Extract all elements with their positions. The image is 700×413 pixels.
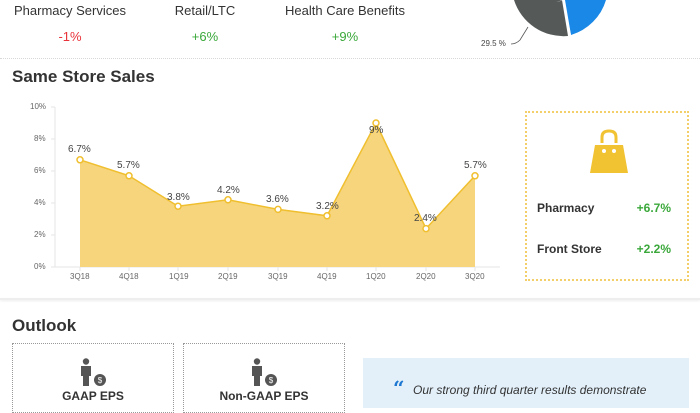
point-label: 5.7% — [117, 160, 140, 171]
data-point — [125, 172, 133, 180]
point-label: 2.4% — [414, 213, 437, 224]
area-fill — [80, 123, 475, 267]
donut-slice-dark — [514, 0, 568, 37]
x-tick: 4Q19 — [317, 272, 337, 281]
donut-slice-label: 29.5 % — [481, 39, 506, 48]
point-label: 3.6% — [266, 194, 289, 205]
point-label: 3.2% — [316, 201, 339, 212]
svg-text:$: $ — [269, 376, 274, 385]
section-divider — [0, 298, 700, 300]
data-point — [76, 156, 84, 164]
segment-value: +9% — [331, 29, 359, 44]
divider — [0, 58, 700, 59]
segment-label: Retail/LTC — [174, 3, 236, 18]
data-point — [471, 172, 479, 180]
data-point — [422, 224, 430, 233]
kpi-value: +6.7% — [636, 201, 671, 215]
point-label: 5.7% — [464, 160, 487, 171]
quote-text: Our strong third quarter results demonst… — [413, 383, 647, 397]
outlook-card-gaap-eps: $ GAAP EPS — [12, 343, 174, 413]
card-title: Non-GAAP EPS — [219, 389, 309, 403]
point-label: 6.7% — [68, 144, 91, 155]
outlook-card-non-gaap-eps: $ Non-GAAP EPS — [183, 343, 345, 413]
point-label: 4.2% — [217, 185, 240, 196]
kpi-value: +2.2% — [636, 242, 671, 256]
x-tick: 2Q20 — [416, 272, 436, 281]
donut-chart — [510, 0, 606, 45]
data-point — [372, 119, 380, 127]
kpi-label: Pharmacy — [537, 201, 595, 215]
data-point — [323, 212, 331, 220]
segment-value: -1% — [58, 29, 82, 44]
same-store-sales-kpi-box: Pharmacy +6.7% Front Store +2.2% — [525, 111, 689, 281]
y-tick: 2% — [34, 230, 46, 239]
kpi-row-front-store: Front Store +2.2% — [537, 242, 671, 256]
x-tick: 4Q18 — [119, 272, 139, 281]
kpi-label: Front Store — [537, 242, 602, 256]
segment-label: Pharmacy Services — [14, 3, 126, 18]
x-tick: 3Q19 — [268, 272, 288, 281]
y-tick: 0% — [34, 262, 46, 271]
x-tick: 3Q20 — [465, 272, 485, 281]
donut-slice-blue — [564, 0, 606, 35]
segment-label: Health Care Benefits — [285, 3, 405, 18]
point-label: 3.8% — [167, 192, 190, 203]
area-chart — [51, 106, 500, 271]
quote-box: “ Our strong third quarter results demon… — [363, 358, 689, 408]
person-dollar-icon: $ — [252, 358, 277, 386]
x-tick: 1Q20 — [366, 272, 386, 281]
x-tick: 1Q19 — [169, 272, 189, 281]
point-label: 9% — [369, 125, 384, 136]
data-point — [274, 205, 282, 214]
shopping-bag-icon — [590, 129, 628, 173]
card-title: GAAP EPS — [62, 389, 124, 403]
svg-text:$: $ — [98, 376, 103, 385]
data-point — [174, 202, 182, 210]
y-tick: 6% — [34, 166, 46, 175]
data-point — [224, 196, 232, 204]
y-tick: 10% — [30, 102, 47, 111]
kpi-row-pharmacy: Pharmacy +6.7% — [537, 201, 671, 215]
section-title-outlook: Outlook — [12, 316, 77, 335]
section-title-same-store-sales: Same Store Sales — [12, 67, 155, 86]
quote-icon: “ — [393, 376, 405, 400]
y-tick: 8% — [34, 134, 46, 143]
segment-value: +6% — [191, 29, 219, 44]
person-dollar-icon: $ — [81, 358, 106, 386]
x-tick: 2Q19 — [218, 272, 238, 281]
x-tick: 3Q18 — [70, 272, 90, 281]
y-tick: 4% — [34, 198, 46, 207]
